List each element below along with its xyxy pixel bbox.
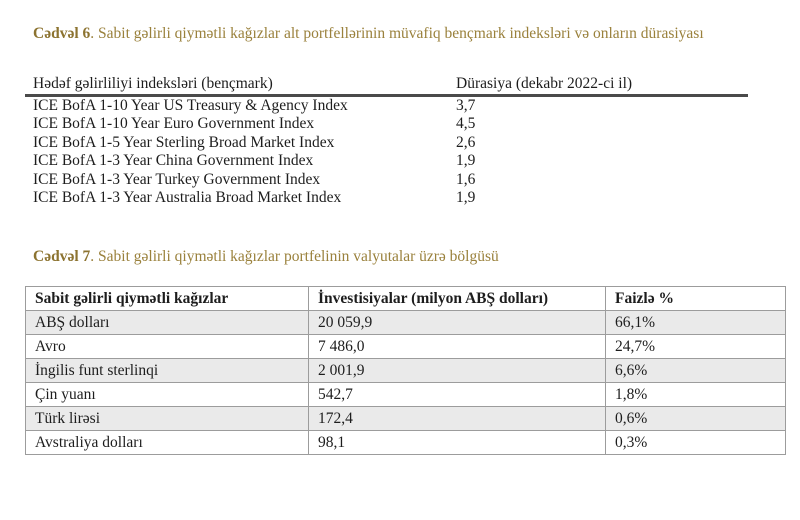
investment-cell: 98,1 bbox=[308, 430, 606, 455]
currency-cell: Avstraliya dolları bbox=[25, 430, 309, 455]
table-row: Avstraliya dolları 98,1 0,3% bbox=[25, 430, 786, 455]
percent-cell: 0,3% bbox=[605, 430, 786, 455]
document-page: Cədvəl 6. Sabit gəlirli qiymətli kağızla… bbox=[0, 24, 800, 455]
table6-column-header-benchmark: Hədəf gəlirliliyi indeksləri (bençmark) bbox=[25, 74, 448, 97]
table7-column-header-percent: Faizlə % bbox=[605, 286, 786, 311]
currency-cell: Türk lirəsi bbox=[25, 406, 309, 431]
table-row: ICE BofA 1-3 Year Turkey Government Inde… bbox=[25, 171, 748, 190]
percent-cell: 66,1% bbox=[605, 310, 786, 335]
table-row: ICE BofA 1-5 Year Sterling Broad Market … bbox=[25, 134, 748, 153]
table7-caption: Cədvəl 7. Sabit gəlirli qiymətli kağızla… bbox=[33, 247, 770, 267]
table6-caption: Cədvəl 6. Sabit gəlirli qiymətli kağızla… bbox=[33, 24, 770, 44]
benchmark-cell: ICE BofA 1-10 Year Euro Government Index bbox=[33, 115, 315, 132]
investment-cell: 7 486,0 bbox=[308, 334, 606, 359]
table-row: ICE BofA 1-3 Year Australia Broad Market… bbox=[25, 189, 748, 208]
benchmark-duration-table: Hədəf gəlirliliyi indeksləri (bençmark) … bbox=[25, 74, 748, 208]
table7-caption-label: Cədvəl 7 bbox=[33, 247, 91, 265]
table-row: ABŞ dolları 20 059,9 66,1% bbox=[25, 310, 786, 335]
duration-cell: 1,6 bbox=[456, 170, 476, 188]
benchmark-cell: ICE BofA 1-5 Year Sterling Broad Market … bbox=[33, 133, 335, 151]
duration-cell: 1,9 bbox=[456, 152, 476, 169]
table7-header-row: Sabit gəlirli qiymətli kağızlar İnvestis… bbox=[25, 286, 786, 311]
duration-cell: 1,9 bbox=[456, 189, 476, 206]
table-row: İngilis funt sterlinqi 2 001,9 6,6% bbox=[25, 358, 786, 383]
table6-caption-text: . Sabit gəlirli qiymətli kağızlar alt po… bbox=[90, 25, 704, 42]
table6-column-header-duration: Dürasiya (dekabr 2022-ci il) bbox=[448, 74, 748, 97]
percent-cell: 0,6% bbox=[605, 406, 786, 431]
currency-cell: Avro bbox=[25, 334, 309, 359]
benchmark-cell: ICE BofA 1-3 Year Turkey Government Inde… bbox=[33, 170, 321, 188]
table7-column-header-investments: İnvestisiyalar (milyon ABŞ dolları) bbox=[308, 286, 606, 311]
currency-cell: Çin yuanı bbox=[25, 382, 309, 407]
investment-cell: 172,4 bbox=[308, 406, 606, 431]
table-row: ICE BofA 1-3 Year China Government Index… bbox=[25, 152, 748, 171]
table7-caption-text: . Sabit gəlirli qiymətli kağızlar portfe… bbox=[90, 247, 499, 265]
benchmark-cell: ICE BofA 1-3 Year China Government Index bbox=[33, 152, 314, 169]
duration-cell: 2,6 bbox=[456, 133, 476, 151]
percent-cell: 6,6% bbox=[605, 358, 786, 383]
table-row: Türk lirəsi 172,4 0,6% bbox=[25, 406, 786, 431]
currency-cell: ABŞ dolları bbox=[25, 310, 309, 335]
investment-cell: 20 059,9 bbox=[308, 310, 606, 335]
table-row: ICE BofA 1-10 Year US Treasury & Agency … bbox=[25, 95, 748, 115]
table-row: Çin yuanı 542,7 1,8% bbox=[25, 382, 786, 407]
percent-cell: 1,8% bbox=[605, 382, 786, 407]
table-row: Avro 7 486,0 24,7% bbox=[25, 334, 786, 359]
investment-cell: 542,7 bbox=[308, 382, 606, 407]
table6-header-row: Hədəf gəlirliliyi indeksləri (bençmark) … bbox=[25, 74, 748, 97]
duration-cell: 3,7 bbox=[456, 96, 476, 114]
currency-allocation-table: Sabit gəlirli qiymətli kağızlar İnvestis… bbox=[25, 286, 786, 455]
benchmark-cell: ICE BofA 1-3 Year Australia Broad Market… bbox=[33, 189, 342, 206]
table7-column-header-securities: Sabit gəlirli qiymətli kağızlar bbox=[25, 286, 309, 311]
currency-cell: İngilis funt sterlinqi bbox=[25, 358, 309, 383]
percent-cell: 24,7% bbox=[605, 334, 786, 359]
investment-cell: 2 001,9 bbox=[308, 358, 606, 383]
table-row: ICE BofA 1-10 Year Euro Government Index… bbox=[25, 115, 748, 134]
duration-cell: 4,5 bbox=[456, 115, 476, 132]
benchmark-cell: ICE BofA 1-10 Year US Treasury & Agency … bbox=[33, 96, 348, 114]
table6-caption-label: Cədvəl 6 bbox=[33, 25, 91, 42]
